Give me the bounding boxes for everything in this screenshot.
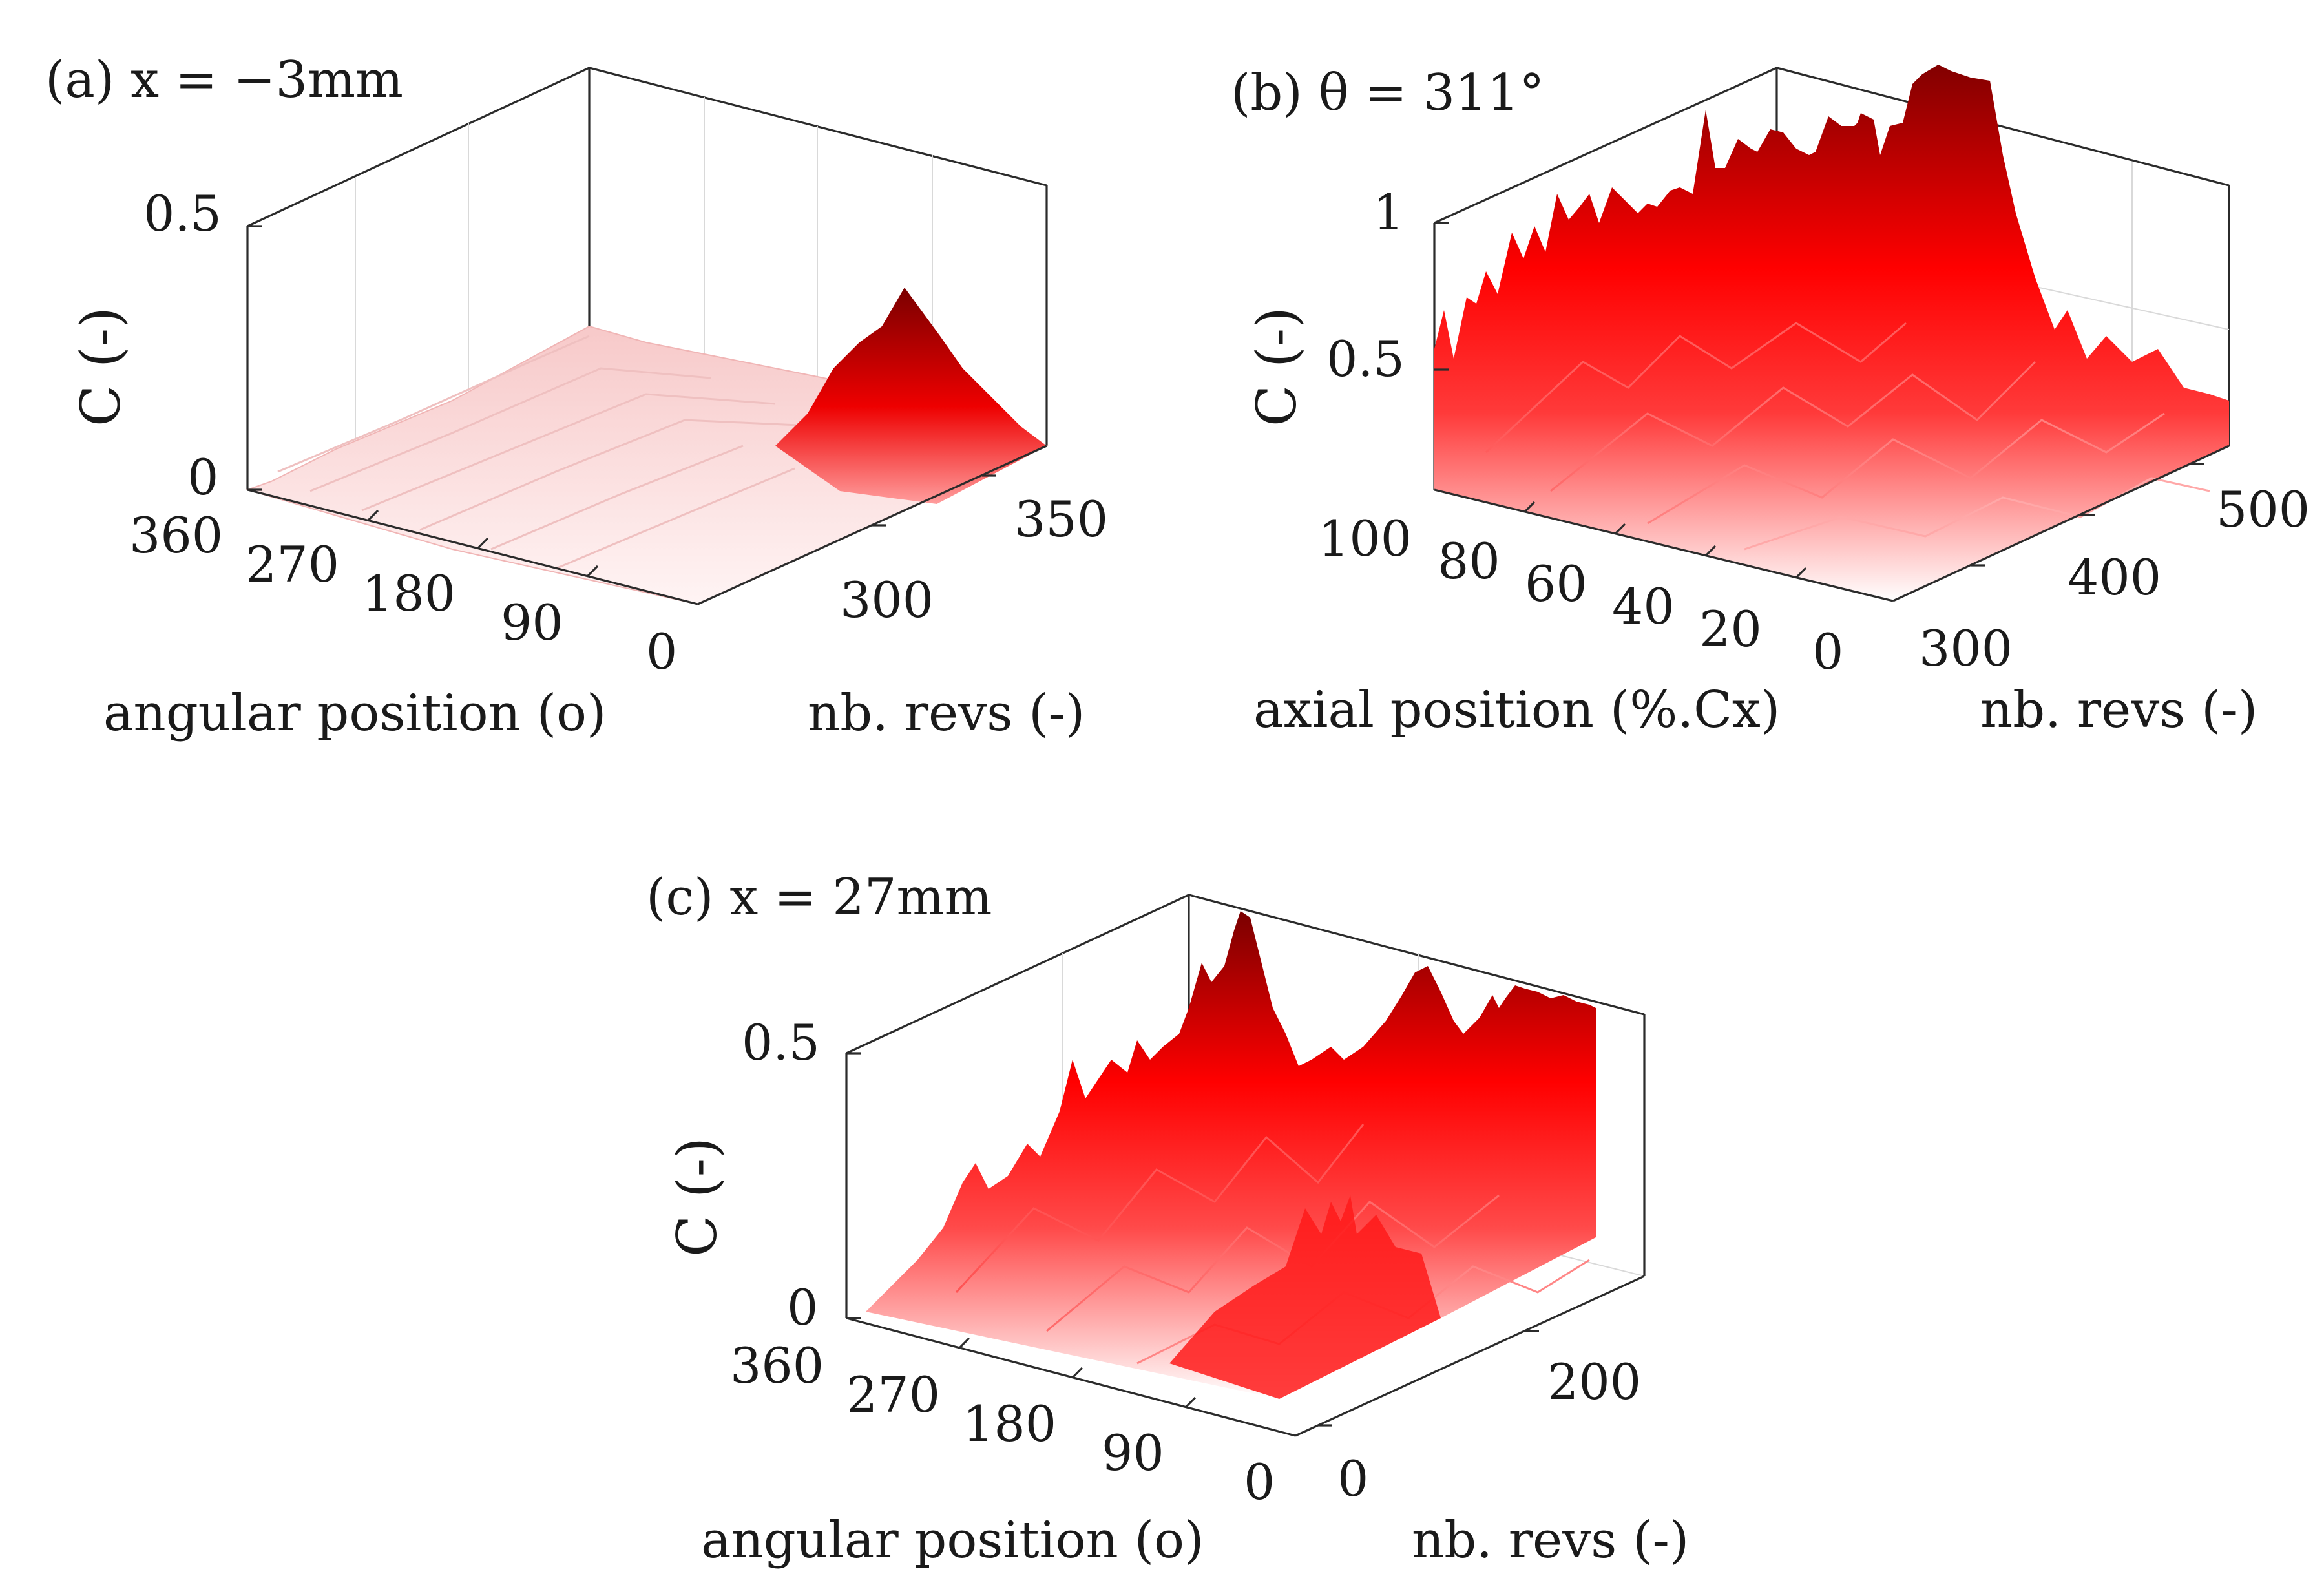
- panel-c-xtick-270: 270: [846, 1366, 940, 1423]
- panel-a-ytick-300: 300: [840, 571, 934, 629]
- panel-c-ylabel: nb. revs (-): [1412, 1511, 1689, 1569]
- panel-c-ytick-0: 0: [1337, 1450, 1368, 1507]
- panel-b-title: (b) θ = 311°: [1231, 64, 1544, 122]
- panel-a-zlabel: C (-): [69, 307, 132, 426]
- panel-c-xtick-180: 180: [963, 1395, 1056, 1453]
- panel-a-ytick-350: 350: [1014, 490, 1108, 548]
- panel-c-surface: [866, 911, 1596, 1399]
- panel-a-peak: [775, 288, 1047, 504]
- panel-a-xtick-0: 0: [646, 623, 677, 680]
- panel-c-zlabel: C (-): [665, 1137, 729, 1257]
- panel-b-xtick-0: 0: [1812, 623, 1843, 680]
- panel-b-ytick-500: 500: [2216, 481, 2310, 538]
- panel-c-xlabel: angular position (o): [701, 1511, 1204, 1569]
- panel-b-surface: [1434, 65, 2229, 601]
- panel-c-front-spikes: [1169, 1195, 1441, 1399]
- panel-c-ztick-0.5: 0.5: [742, 1014, 820, 1071]
- panel-b-xtick-20: 20: [1699, 600, 1762, 658]
- panel-a-axes: [247, 225, 1047, 605]
- panel-c-title: (c) x = 27mm: [646, 868, 992, 927]
- panel-b-axes: [1434, 222, 2230, 602]
- panel-a-xlabel: angular position (o): [103, 684, 606, 742]
- panel-c-xtick-90: 90: [1102, 1424, 1164, 1482]
- panel-b-zlabel: C (-): [1245, 307, 1308, 426]
- panel-b-xtick-60: 60: [1525, 555, 1587, 613]
- panel-b-ylabel: nb. revs (-): [1980, 681, 2257, 739]
- panel-b-xtick-100: 100: [1318, 510, 1412, 567]
- panel-b: (b) θ = 311°: [1231, 64, 2310, 739]
- panel-c-xtick-360: 360: [730, 1337, 824, 1394]
- panel-a-xtick-90: 90: [501, 594, 563, 651]
- panel-b-ztick-1: 1: [1373, 184, 1404, 241]
- panel-a-ztick-0.5: 0.5: [143, 185, 222, 242]
- panel-c-ytick-200: 200: [1547, 1353, 1641, 1411]
- panel-b-ztick-0.5: 0.5: [1326, 330, 1405, 388]
- panel-c-axes: [846, 1052, 1645, 1437]
- panel-b-ytick-400: 400: [2068, 549, 2161, 606]
- panel-c-ztick-0: 0: [787, 1279, 818, 1336]
- panel-b-xtick-80: 80: [1438, 532, 1500, 590]
- panel-a-title: (a) x = −3mm: [45, 51, 403, 109]
- panel-a-box: [246, 67, 1048, 490]
- panel-b-surface-body: [1434, 65, 2229, 601]
- panel-a-ztick-0: 0: [187, 448, 218, 506]
- panel-c: (c) x = 27mm 0.: [646, 868, 1689, 1569]
- panel-a: (a) x = −3mm: [45, 51, 1108, 742]
- panel-b-ytick-300: 300: [1919, 620, 2013, 677]
- panel-a-xtick-270: 270: [246, 536, 339, 593]
- panel-c-xtick-0: 0: [1244, 1453, 1275, 1511]
- panel-a-surface: [245, 288, 1049, 605]
- panel-a-xtick-360: 360: [129, 507, 223, 564]
- panel-b-xlabel: axial position (%.Cx): [1253, 681, 1780, 739]
- panel-a-xtick-180: 180: [362, 565, 455, 622]
- panel-b-xtick-40: 40: [1612, 578, 1675, 635]
- panel-a-ylabel: nb. revs (-): [808, 684, 1085, 742]
